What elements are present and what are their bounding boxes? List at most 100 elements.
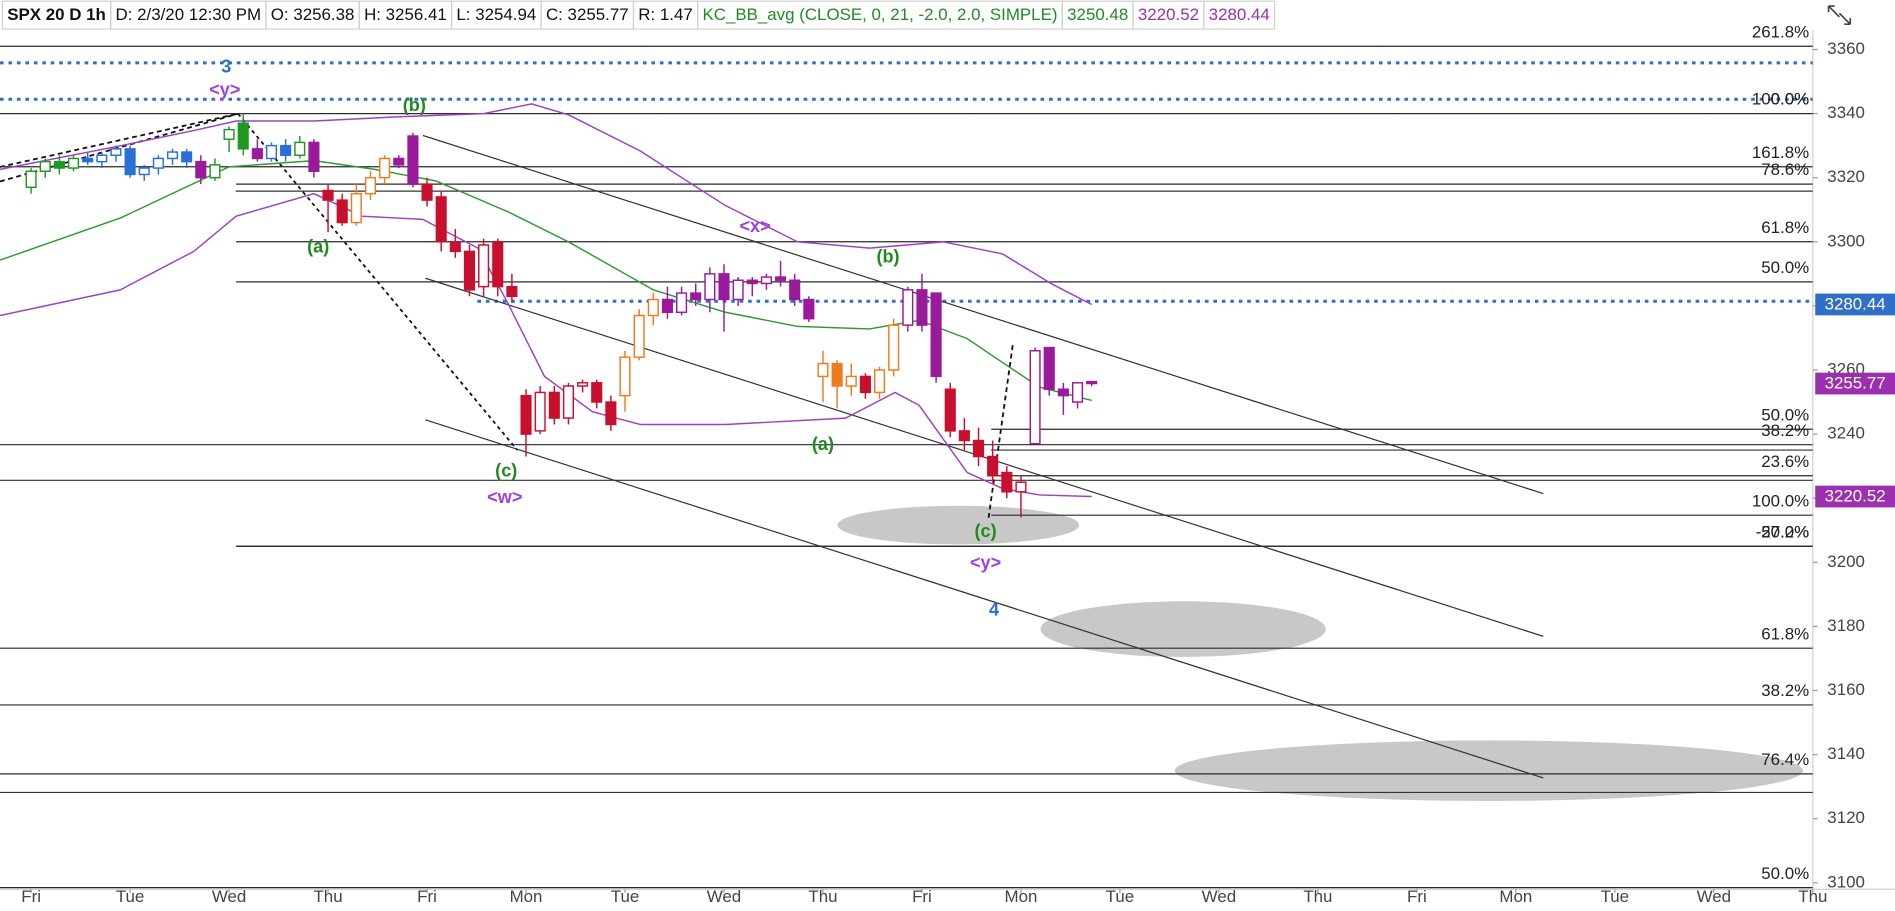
candle-body	[251, 148, 263, 160]
candle-body	[562, 385, 575, 419]
price-tag	[1815, 485, 1895, 508]
candle-body	[195, 160, 207, 179]
price-tag	[1815, 293, 1895, 316]
wave-line	[987, 344, 1014, 518]
fib-label: -27.2%	[1756, 522, 1810, 541]
fib-label: 50.0%	[1761, 864, 1809, 883]
y-tick-label: 3240	[1827, 424, 1865, 443]
candle-body	[294, 141, 306, 156]
header-field: 3280.44	[1209, 5, 1270, 24]
candle-body	[350, 192, 362, 224]
header-field: H: 3256.41	[364, 5, 447, 24]
y-tick-label: 3160	[1827, 680, 1865, 699]
header-field: L: 3254.94	[456, 5, 536, 24]
candle-body	[152, 157, 164, 169]
wave-line	[0, 112, 239, 168]
price-tag-label: 3280.44	[1825, 295, 1886, 314]
candle-body	[902, 289, 914, 326]
candle-body	[987, 455, 999, 477]
header-field: 3220.52	[1138, 5, 1199, 24]
candle-body	[704, 273, 716, 301]
candle-body	[972, 439, 985, 458]
y-tick-label: 3140	[1827, 744, 1865, 763]
band-line	[0, 103, 1093, 306]
x-tick-label: Tue	[1106, 887, 1135, 906]
band-line	[0, 159, 1092, 402]
candle-body	[548, 391, 560, 419]
x-tick-label: Fri	[21, 887, 41, 906]
candle-body	[308, 141, 320, 172]
candle-body	[25, 170, 37, 189]
candle-body	[336, 199, 348, 224]
wave-label: (c)	[975, 521, 997, 541]
x-tick-label: Thu	[313, 887, 342, 906]
y-tick-label: 3200	[1827, 552, 1865, 571]
header: SPX 20 D 1h D: 2/3/20 12:30 PM O: 3256.38 H…	[1, 0, 1276, 30]
candle-body	[605, 401, 617, 426]
x-tick-label: Fri	[417, 887, 437, 906]
candle-body	[916, 289, 928, 326]
x-tick-label: Fri	[912, 887, 932, 906]
candle-body	[393, 157, 405, 166]
header-field: SPX 20 D 1h	[7, 5, 106, 24]
x-tick-label: Fri	[1407, 887, 1427, 906]
fib-label: 100.0%	[1752, 90, 1809, 109]
candle-body	[237, 122, 249, 150]
candle-body	[647, 298, 659, 317]
candle-body	[67, 157, 80, 169]
price-tag	[1815, 372, 1895, 395]
settings-icon[interactable]	[1827, 5, 1852, 26]
x-tick-label: Tue	[1601, 887, 1630, 906]
wave-label: (b)	[876, 246, 899, 266]
candle-body	[930, 292, 942, 378]
x-tick-label: Tue	[116, 887, 145, 906]
price-tag-label: 3255.77	[1825, 374, 1886, 393]
fib-label: 261.8%	[1752, 22, 1809, 41]
x-tick-label: Mon	[510, 887, 543, 906]
candle-body	[845, 375, 857, 387]
x-tick-label: Mon	[1005, 887, 1038, 906]
candle-body	[873, 369, 886, 394]
fib-label: 38.2%	[1761, 421, 1809, 440]
candle-body	[859, 375, 871, 394]
settings-glyph[interactable]	[1827, 5, 1852, 26]
candle-body	[478, 244, 490, 288]
y-tick-label: 3180	[1827, 616, 1865, 635]
fib-label: 61.8%	[1761, 624, 1809, 643]
candle-body	[435, 196, 447, 243]
header-field: R: 1.47	[638, 5, 692, 24]
candle-body	[803, 298, 815, 320]
header-field: D: 2/3/20 12:30 PM	[116, 5, 262, 24]
candle-body	[1001, 471, 1013, 493]
y-tick-label: 3360	[1827, 39, 1865, 58]
candle-body	[817, 362, 829, 378]
x-tick-label: Wed	[707, 887, 741, 906]
wave-label: (c)	[495, 460, 517, 480]
header-field: KC_BB_avg (CLOSE, 0, 21, -2.0, 2.0, SIMP…	[702, 5, 1057, 24]
target-zone	[1174, 740, 1804, 801]
candle-body	[463, 250, 476, 291]
x-tick-label: Mon	[1499, 887, 1532, 906]
fib-label: 50.0%	[1761, 258, 1809, 277]
candle-body	[421, 183, 433, 201]
candle-body	[449, 241, 461, 253]
fib-label: 76.4%	[1761, 750, 1809, 769]
candle-body	[520, 394, 532, 435]
candle-body	[690, 292, 702, 301]
candle-body	[789, 279, 801, 301]
channel-line	[425, 277, 1544, 637]
candle-body	[944, 388, 956, 432]
candle-body	[280, 144, 292, 156]
x-tick-label: Thu	[1303, 887, 1332, 906]
candle-body	[96, 154, 108, 163]
candle-body	[591, 382, 603, 403]
wave-line	[0, 112, 239, 183]
x-tick-label: Thu	[1798, 887, 1827, 906]
candle-body	[760, 276, 772, 285]
x-tick-label: Tue	[611, 887, 640, 906]
wave-label: <y>	[209, 79, 240, 99]
wave-label: (a)	[307, 237, 329, 257]
wave-label: <x>	[739, 216, 770, 236]
candle-body	[181, 151, 193, 163]
